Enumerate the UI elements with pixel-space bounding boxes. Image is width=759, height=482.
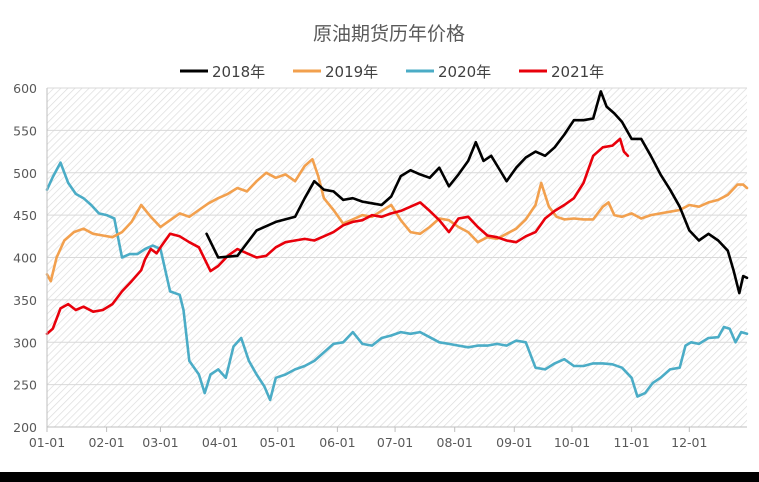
legend-item: 2020年 (406, 63, 491, 81)
y-tick-label: 250 (13, 378, 37, 393)
legend: 2018年 2019年 2020年 2021年 (180, 63, 604, 81)
x-tick-label: 01-01 (29, 435, 65, 450)
legend-label: 2018年 (212, 63, 265, 81)
legend-label: 2019年 (325, 63, 378, 81)
series-line-2019年 (45, 157, 749, 283)
series-line-2021年 (45, 137, 630, 336)
y-tick-label: 300 (13, 335, 37, 350)
y-tick-label: 500 (13, 166, 37, 181)
x-tick-label: 09-01 (496, 435, 532, 450)
x-tick-label: 10-01 (554, 435, 590, 450)
series-line-2020年 (45, 161, 749, 402)
y-tick-label: 550 (13, 123, 37, 138)
legend-label: 2021年 (551, 63, 604, 81)
y-tick-label: 400 (13, 251, 37, 266)
y-tick-label: 200 (13, 420, 37, 435)
x-tick-label: 06-01 (319, 435, 355, 450)
y-tick-label: 600 (13, 81, 37, 96)
x-tick-label: 12-01 (671, 435, 707, 450)
x-tick-label: 11-01 (613, 435, 649, 450)
x-tick-label: 07-01 (377, 435, 413, 450)
chart-title: 原油期货历年价格 (313, 23, 465, 45)
series-layer (45, 90, 749, 402)
gridlines (47, 87, 747, 386)
y-tick-label: 350 (13, 293, 37, 308)
legend-item: 2021年 (519, 63, 604, 81)
legend-label: 2020年 (438, 63, 491, 81)
x-tick-label: 05-01 (260, 435, 296, 450)
x-tick-label: 04-01 (202, 435, 238, 450)
x-tick-label: 03-01 (142, 435, 178, 450)
series-line-2018年 (205, 90, 749, 295)
legend-item: 2019年 (293, 63, 378, 81)
y-tick-label: 450 (13, 208, 37, 223)
axes: 200 250 300 350 400 450 500 550 600 01-01 02-01 03-… (13, 81, 747, 450)
x-tick-label: 02-01 (88, 435, 124, 450)
legend-item: 2018年 (180, 63, 265, 81)
x-tick-label: 08-01 (437, 435, 473, 450)
